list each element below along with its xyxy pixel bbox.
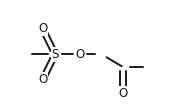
Text: O: O [38,22,47,35]
Text: O: O [118,87,128,100]
Text: S: S [51,48,59,61]
Text: O: O [76,48,85,61]
Text: O: O [38,73,47,86]
